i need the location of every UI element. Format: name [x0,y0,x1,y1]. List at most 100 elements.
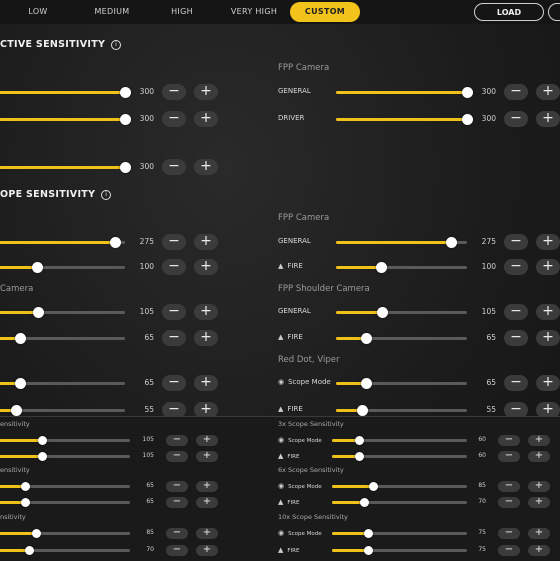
decrease-button[interactable]: − [162,111,186,127]
increase-button[interactable]: + [536,259,560,275]
slider-thumb[interactable] [31,262,43,273]
slider-thumb[interactable] [120,114,131,125]
increase-button[interactable]: + [196,528,218,539]
increase-button[interactable]: + [536,111,560,127]
slider-thumb[interactable] [357,405,369,416]
decrease-button[interactable]: − [498,435,520,446]
increase-button[interactable]: + [194,84,218,100]
sensitivity-slider[interactable] [0,378,125,389]
decrease-button[interactable]: − [498,481,520,492]
slider-thumb[interactable] [462,87,473,98]
increase-button[interactable]: + [194,234,218,250]
info-icon[interactable]: i [101,189,112,200]
slider-thumb[interactable] [364,546,374,555]
increase-button[interactable]: + [528,481,550,492]
sensitivity-slider[interactable] [332,529,467,538]
increase-button[interactable]: + [196,451,218,462]
sensitivity-slider[interactable] [0,546,130,555]
sensitivity-slider[interactable] [332,436,467,445]
increase-button[interactable]: + [194,330,218,346]
increase-button[interactable]: + [196,481,218,492]
decrease-button[interactable]: − [504,375,528,391]
slider-thumb[interactable] [360,498,370,507]
slider-thumb[interactable] [14,378,26,389]
decrease-button[interactable]: − [162,234,186,250]
decrease-button[interactable]: − [504,111,528,127]
slider-thumb[interactable] [20,482,30,491]
sensitivity-slider[interactable] [0,307,125,318]
sensitivity-slider[interactable] [336,114,473,125]
slider-thumb[interactable] [361,333,373,344]
tab-very-high[interactable]: VERY HIGH [230,7,278,16]
increase-button[interactable]: + [528,451,550,462]
slider-thumb[interactable] [355,436,364,445]
increase-button[interactable]: + [536,84,560,100]
increase-button[interactable]: + [194,402,218,418]
increase-button[interactable]: + [536,402,560,418]
sensitivity-slider[interactable] [0,498,130,507]
slider-thumb[interactable] [364,529,374,538]
increase-button[interactable]: + [194,375,218,391]
decrease-button[interactable]: − [166,481,188,492]
slider-thumb[interactable] [109,237,121,248]
slider-thumb[interactable] [376,307,388,318]
decrease-button[interactable]: − [498,451,520,462]
increase-button[interactable]: + [536,375,560,391]
decrease-button[interactable]: − [162,259,186,275]
increase-button[interactable]: + [536,304,560,320]
decrease-button[interactable]: − [504,304,528,320]
corner-button[interactable] [548,3,560,21]
slider-thumb[interactable] [361,378,373,389]
increase-button[interactable]: + [528,528,550,539]
sensitivity-slider[interactable] [336,87,473,98]
increase-button[interactable]: + [528,545,550,556]
sensitivity-slider[interactable] [0,529,130,538]
sensitivity-slider[interactable] [0,237,125,248]
slider-thumb[interactable] [120,87,131,98]
sensitivity-slider[interactable] [0,436,130,445]
increase-button[interactable]: + [528,497,550,508]
decrease-button[interactable]: − [498,528,520,539]
decrease-button[interactable]: − [166,451,188,462]
slider-thumb[interactable] [38,452,48,461]
sensitivity-slider[interactable] [336,307,467,318]
decrease-button[interactable]: − [162,330,186,346]
increase-button[interactable]: + [194,259,218,275]
decrease-button[interactable]: − [162,304,186,320]
sensitivity-slider[interactable] [336,405,467,416]
sensitivity-slider[interactable] [0,333,125,344]
slider-thumb[interactable] [10,405,22,416]
decrease-button[interactable]: − [166,435,188,446]
decrease-button[interactable]: − [166,497,188,508]
sensitivity-slider[interactable] [336,262,467,273]
sensitivity-slider[interactable] [0,162,131,173]
slider-thumb[interactable] [375,262,387,273]
increase-button[interactable]: + [194,304,218,320]
increase-button[interactable]: + [196,435,218,446]
slider-thumb[interactable] [120,162,131,173]
decrease-button[interactable]: − [498,545,520,556]
slider-thumb[interactable] [446,237,458,248]
increase-button[interactable]: + [196,545,218,556]
sensitivity-slider[interactable] [336,237,467,248]
decrease-button[interactable]: − [504,330,528,346]
sensitivity-slider[interactable] [336,378,467,389]
decrease-button[interactable]: − [166,545,188,556]
sensitivity-slider[interactable] [0,87,131,98]
increase-button[interactable]: + [528,435,550,446]
tab-medium[interactable]: MEDIUM [94,7,130,16]
slider-thumb[interactable] [14,333,26,344]
decrease-button[interactable]: − [166,528,188,539]
increase-button[interactable]: + [536,234,560,250]
slider-thumb[interactable] [31,529,41,538]
increase-button[interactable]: + [196,497,218,508]
decrease-button[interactable]: − [162,402,186,418]
sensitivity-slider[interactable] [332,498,467,507]
decrease-button[interactable]: − [162,84,186,100]
increase-button[interactable]: + [194,111,218,127]
slider-thumb[interactable] [32,307,44,318]
sensitivity-slider[interactable] [332,452,467,461]
slider-thumb[interactable] [20,498,30,507]
sensitivity-slider[interactable] [0,262,125,273]
sensitivity-slider[interactable] [0,452,130,461]
